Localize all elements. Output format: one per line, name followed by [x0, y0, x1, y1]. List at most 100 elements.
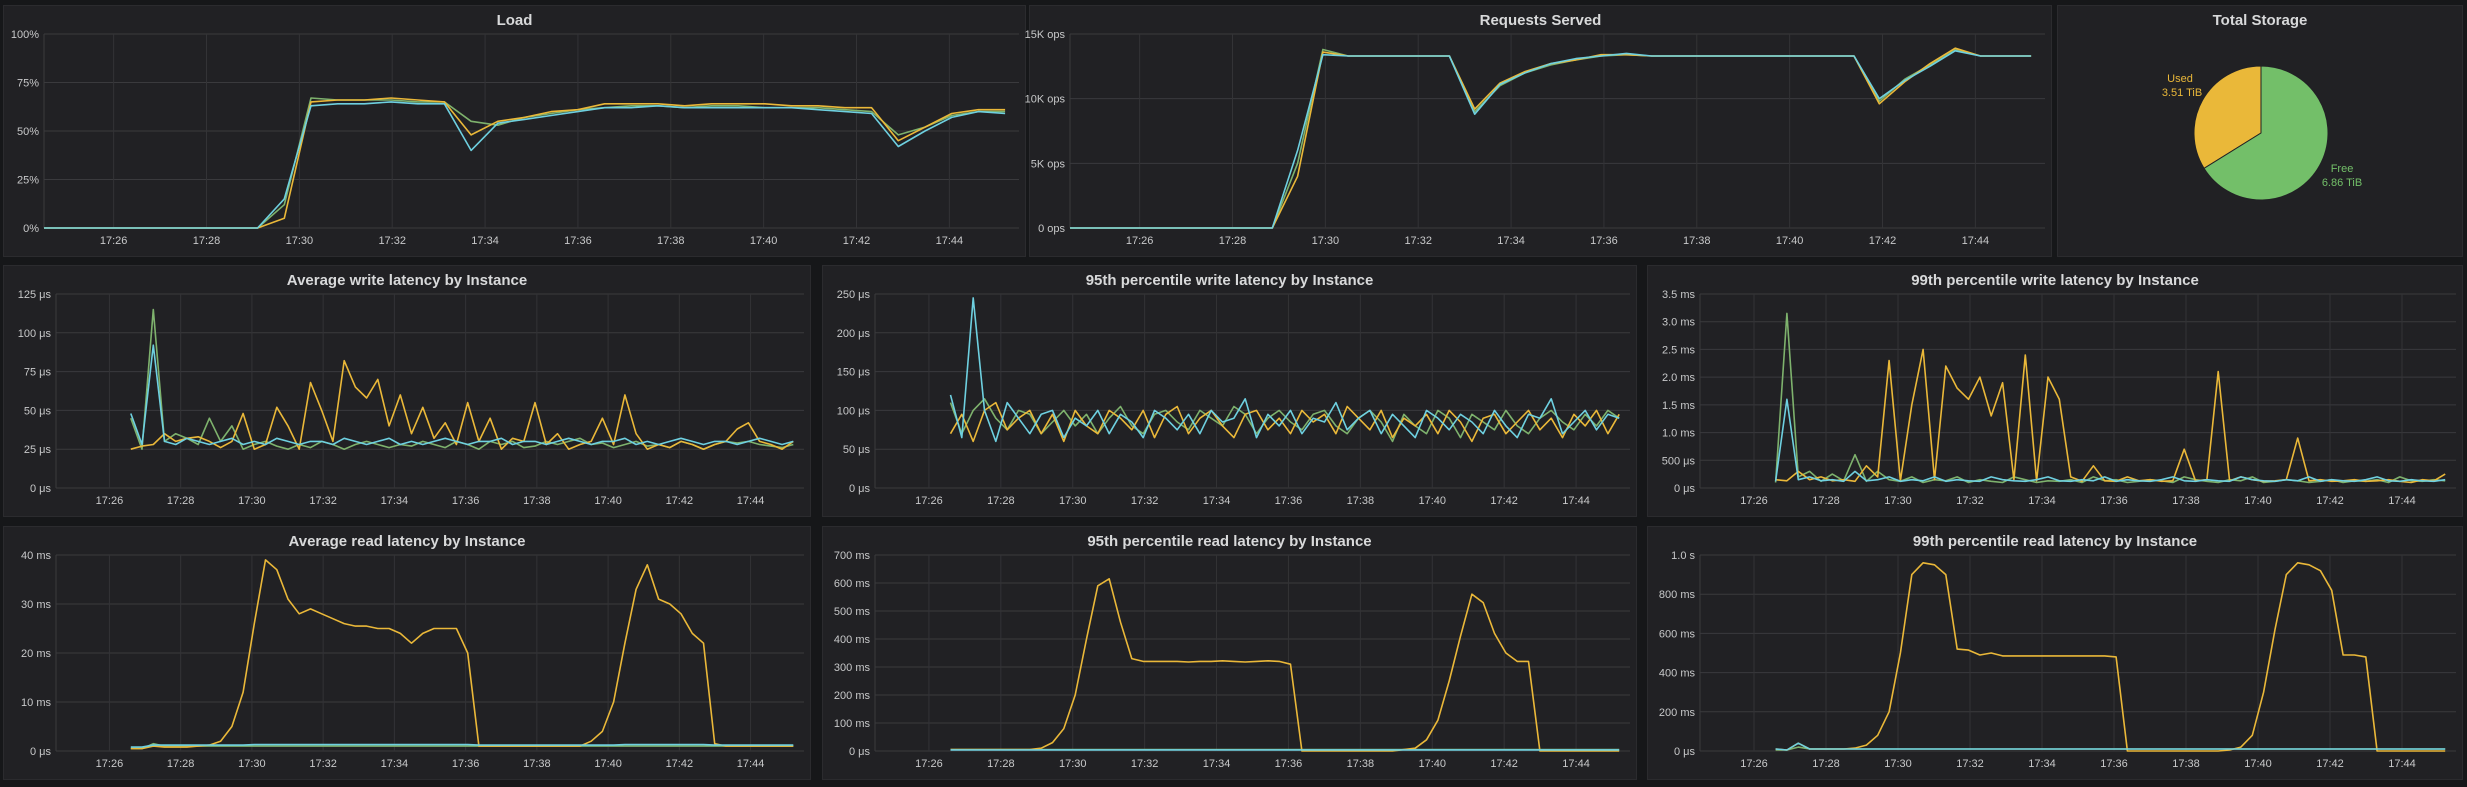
x-tick-label: 17:28: [167, 758, 195, 770]
series-line-cyan[interactable]: [1774, 398, 2446, 483]
x-tick-label: 17:34: [1203, 495, 1231, 507]
y-tick-label: 2.0 ms: [1662, 372, 1696, 384]
y-tick-label: 10 ms: [21, 697, 51, 709]
load-chart: 0% 25% 50% 75% 100% 17:26 17:28 17:30 17:32 17:34…: [11, 29, 1019, 247]
series-line-yellow[interactable]: [1775, 348, 2446, 484]
y-tick-label: 0 ops: [1038, 223, 1065, 235]
panel-avg-read-latency[interactable]: Average read latency by Instance 0 μs 10 …: [3, 526, 811, 780]
x-tick-label: 17:28: [1219, 235, 1247, 247]
series-line-green[interactable]: [1774, 312, 2446, 484]
x-tick-label: 17:42: [666, 495, 694, 507]
x-tick-label: 17:38: [1683, 235, 1711, 247]
panel-title[interactable]: 95th percentile read latency by Instance: [1087, 533, 1372, 550]
y-tick-label: 800 ms: [1659, 589, 1696, 601]
x-tick-label: 17:34: [2028, 758, 2056, 770]
series-line-yellow[interactable]: [1070, 47, 2032, 229]
panel-p99-read-latency[interactable]: 99th percentile read latency by Instance…: [1647, 526, 2463, 780]
x-tick-label: 17:40: [750, 235, 778, 247]
requests-served-chart: 0 ops 5K ops 10K ops 15K ops 17:26 17:28 17:30…: [1025, 29, 2045, 247]
series-line-yellow[interactable]: [44, 97, 1006, 229]
panel-p99-write-latency[interactable]: 99th percentile write latency by Instanc…: [1647, 265, 2463, 517]
series-line-cyan[interactable]: [130, 743, 794, 748]
x-tick-label: 17:28: [987, 758, 1015, 770]
pie-label-free: Free: [2331, 163, 2354, 175]
x-tick-label: 17:36: [1590, 235, 1618, 247]
x-tick-label: 17:38: [523, 758, 551, 770]
x-tick-label: 17:34: [2028, 495, 2056, 507]
panel-title[interactable]: Requests Served: [1479, 12, 1602, 29]
x-tick-label: 17:30: [1059, 495, 1087, 507]
x-tick-label: 17:26: [915, 758, 943, 770]
panel-title[interactable]: 99th percentile read latency by Instance: [1912, 533, 2198, 550]
series-line-yellow[interactable]: [130, 359, 794, 450]
y-tick-label: 3.5 ms: [1662, 289, 1696, 301]
panel-title[interactable]: Average read latency by Instance: [288, 533, 526, 550]
x-tick-label: 17:36: [1275, 495, 1303, 507]
series-line-green[interactable]: [949, 398, 1620, 443]
y-tick-label: 50%: [17, 126, 39, 138]
x-tick-label: 17:28: [1812, 758, 1840, 770]
x-tick-label: 17:38: [523, 495, 551, 507]
y-tick-label: 1.0 s: [1671, 550, 1695, 562]
x-tick-label: 17:32: [1131, 495, 1159, 507]
pie-slice-free[interactable]: [2203, 65, 2329, 201]
y-tick-label: 400 ms: [834, 634, 871, 646]
pie-slice-used[interactable]: [2193, 65, 2262, 170]
x-tick-label: 17:26: [96, 758, 124, 770]
x-tick-label: 17:30: [286, 235, 314, 247]
y-tick-label: 0 μs: [1674, 746, 1696, 758]
p95-write-latency-chart: 0 μs 50 μs 100 μs 150 μs 200 μs 250 μs 17:26 17…: [837, 289, 1630, 507]
panel-title[interactable]: Total Storage: [2212, 12, 2308, 29]
panel-p95-read-latency[interactable]: 95th percentile read latency by Instance…: [822, 526, 1637, 780]
x-tick-label: 17:32: [378, 235, 406, 247]
series-line-cyan[interactable]: [1070, 49, 2032, 229]
series-line-cyan[interactable]: [130, 344, 794, 446]
series-line-yellow[interactable]: [130, 559, 794, 750]
panel-title[interactable]: 95th percentile write latency by Instanc…: [1085, 272, 1374, 289]
x-tick-label: 17:36: [2100, 495, 2128, 507]
series-line-green[interactable]: [130, 742, 794, 750]
panel-requests-served[interactable]: Requests Served 0 ops 5K ops 10K ops 15K op…: [1025, 5, 2052, 257]
x-tick-label: 17:32: [309, 495, 337, 507]
x-tick-label: 17:30: [238, 495, 266, 507]
y-tick-label: 600 ms: [834, 578, 871, 590]
series-line-green[interactable]: [130, 308, 794, 450]
y-tick-label: 0 μs: [30, 746, 52, 758]
y-tick-label: 25%: [17, 175, 39, 187]
x-tick-label: 17:40: [594, 758, 622, 770]
y-tick-label: 200 μs: [837, 328, 871, 340]
panel-avg-write-latency[interactable]: Average write latency by Instance 0 μs 25…: [3, 265, 811, 517]
series-line-yellow[interactable]: [950, 577, 1620, 752]
x-tick-label: 17:36: [452, 758, 480, 770]
panel-p95-write-latency[interactable]: 95th percentile write latency by Instanc…: [822, 265, 1637, 517]
panel-load[interactable]: Load 0% 25% 50% 75% 100% 17:26 17:28 17:30 17:32…: [3, 5, 1026, 257]
x-tick-label: 17:38: [657, 235, 685, 247]
series-line-yellow[interactable]: [949, 401, 1620, 443]
x-tick-label: 17:42: [666, 758, 694, 770]
avg-write-latency-chart: 0 μs 25 μs 50 μs 75 μs 100 μs 125 μs 17:26 17:2…: [18, 289, 804, 507]
panel-title[interactable]: Load: [496, 12, 533, 29]
series-line-cyan[interactable]: [949, 297, 1620, 443]
x-tick-label: 17:32: [1956, 758, 1984, 770]
y-tick-label: 3.0 ms: [1662, 317, 1696, 329]
x-tick-label: 17:44: [1562, 758, 1590, 770]
p99-write-latency-chart: 0 μs 500 μs 1.0 ms 1.5 ms 2.0 ms 2.5 ms 3.0 ms…: [1662, 289, 2456, 507]
x-tick-label: 17:36: [2100, 758, 2128, 770]
y-tick-label: 150 μs: [837, 367, 871, 379]
x-tick-label: 17:34: [381, 758, 409, 770]
x-tick-label: 17:36: [564, 235, 592, 247]
series-line-cyan[interactable]: [44, 101, 1006, 229]
y-tick-label: 600 ms: [1659, 628, 1696, 640]
y-tick-label: 200 ms: [834, 690, 871, 702]
x-tick-label: 17:40: [1418, 758, 1446, 770]
x-tick-label: 17:42: [1869, 235, 1897, 247]
series-line-green[interactable]: [1070, 48, 2032, 229]
series-line-yellow[interactable]: [1775, 561, 2446, 752]
panel-title[interactable]: Average write latency by Instance: [286, 272, 528, 289]
x-tick-label: 17:32: [309, 758, 337, 770]
panel-title[interactable]: 99th percentile write latency by Instanc…: [1911, 272, 2199, 289]
x-tick-label: 17:28: [1812, 495, 1840, 507]
y-tick-label: 250 μs: [837, 289, 871, 301]
series-line-cyan[interactable]: [1775, 742, 2446, 751]
panel-total-storage[interactable]: Total Storage Used 3.51 TiB Free 6.86 TiB: [2057, 5, 2463, 257]
